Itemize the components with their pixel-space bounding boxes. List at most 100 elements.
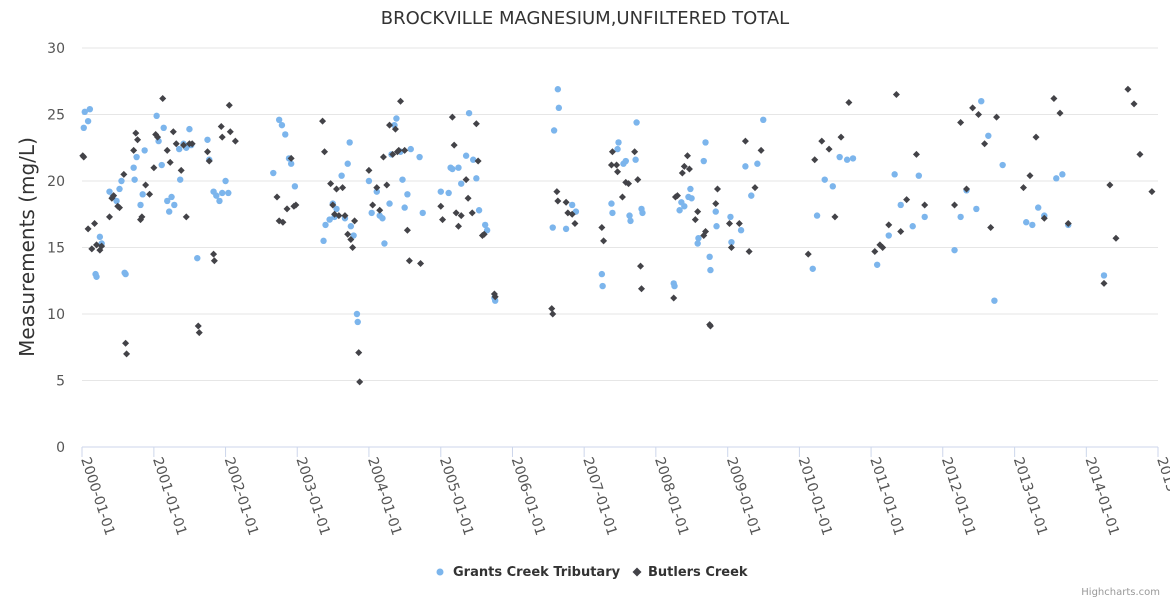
data-point[interactable] <box>458 180 465 187</box>
data-point[interactable] <box>951 246 958 254</box>
data-point[interactable] <box>676 207 683 214</box>
data-point[interactable] <box>171 201 178 209</box>
data-point[interactable] <box>608 200 615 207</box>
data-point[interactable] <box>86 105 94 113</box>
data-point[interactable] <box>804 250 812 258</box>
data-point[interactable] <box>133 153 140 161</box>
data-point[interactable] <box>123 350 131 358</box>
data-point[interactable] <box>1050 95 1058 103</box>
data-point[interactable] <box>754 160 761 167</box>
data-point[interactable] <box>951 201 959 209</box>
data-point[interactable] <box>217 122 225 130</box>
data-point[interactable] <box>1124 85 1132 93</box>
data-point[interactable] <box>93 241 101 249</box>
data-point[interactable] <box>818 137 826 145</box>
data-point[interactable] <box>164 197 171 205</box>
data-point[interactable] <box>963 185 971 193</box>
data-point[interactable] <box>609 209 616 217</box>
data-point[interactable] <box>748 192 755 199</box>
data-point[interactable] <box>1064 220 1072 228</box>
data-point[interactable] <box>80 124 87 131</box>
data-point[interactable] <box>163 146 171 154</box>
data-point[interactable] <box>921 213 928 221</box>
data-point[interactable] <box>885 221 893 229</box>
data-point[interactable] <box>599 282 606 290</box>
data-point[interactable] <box>194 254 201 262</box>
data-point[interactable] <box>287 160 295 167</box>
data-point[interactable] <box>1019 184 1027 192</box>
data-point[interactable] <box>474 157 482 165</box>
data-point[interactable] <box>548 305 556 313</box>
data-point[interactable] <box>549 310 557 318</box>
data-point[interactable] <box>291 183 299 190</box>
data-point[interactable] <box>871 247 879 255</box>
data-point[interactable] <box>105 213 113 221</box>
data-point[interactable] <box>702 228 710 236</box>
data-point[interactable] <box>712 208 719 215</box>
data-point[interactable] <box>549 224 556 231</box>
data-point[interactable] <box>706 253 713 261</box>
data-point[interactable] <box>210 257 218 265</box>
data-point[interactable] <box>110 192 118 200</box>
data-point[interactable] <box>813 212 821 219</box>
data-point[interactable] <box>278 121 286 129</box>
data-point[interactable] <box>454 222 462 230</box>
data-point[interactable] <box>681 203 688 210</box>
data-point[interactable] <box>909 223 916 230</box>
data-point[interactable] <box>680 162 688 170</box>
data-point[interactable] <box>637 262 645 270</box>
data-point[interactable] <box>141 147 148 154</box>
data-point[interactable] <box>320 237 327 245</box>
data-point[interactable] <box>613 161 621 169</box>
data-point[interactable] <box>195 329 203 337</box>
data-point[interactable] <box>475 207 483 214</box>
data-point[interactable] <box>176 145 183 153</box>
data-point[interactable] <box>633 119 640 126</box>
data-point[interactable] <box>993 113 1001 121</box>
data-point[interactable] <box>326 216 333 223</box>
data-point[interactable] <box>1106 181 1114 189</box>
data-point[interactable] <box>270 169 277 177</box>
data-point[interactable] <box>188 140 196 148</box>
data-point[interactable] <box>401 146 409 154</box>
data-point[interactable] <box>333 205 340 213</box>
data-point[interactable] <box>1032 133 1040 141</box>
data-point[interactable] <box>383 181 391 189</box>
data-point[interactable] <box>338 172 345 179</box>
data-point[interactable] <box>912 150 920 158</box>
data-point[interactable] <box>368 209 375 217</box>
data-point[interactable] <box>93 273 100 280</box>
data-point[interactable] <box>891 171 898 178</box>
data-point[interactable] <box>706 322 714 330</box>
data-point[interactable] <box>98 242 106 250</box>
data-point[interactable] <box>741 137 749 145</box>
data-point[interactable] <box>419 209 426 217</box>
data-point[interactable] <box>404 191 411 198</box>
data-point[interactable] <box>344 230 352 238</box>
data-point[interactable] <box>346 139 353 146</box>
data-point[interactable] <box>1136 150 1144 158</box>
data-point[interactable] <box>737 227 745 234</box>
data-point[interactable] <box>405 257 413 265</box>
data-point[interactable] <box>957 213 964 221</box>
data-point[interactable] <box>608 148 616 156</box>
data-point[interactable] <box>216 197 223 205</box>
data-point[interactable] <box>553 188 561 196</box>
data-point[interactable] <box>1053 175 1060 182</box>
data-point[interactable] <box>319 117 327 125</box>
data-point[interactable] <box>287 154 295 162</box>
data-point[interactable] <box>139 191 146 198</box>
data-point[interactable] <box>393 115 400 122</box>
data-point[interactable] <box>1056 109 1064 117</box>
data-point[interactable] <box>321 148 329 156</box>
data-point[interactable] <box>462 176 470 184</box>
data-point[interactable] <box>760 116 767 124</box>
data-point[interactable] <box>550 127 558 134</box>
data-point[interactable] <box>712 200 720 208</box>
data-point[interactable] <box>186 125 193 133</box>
data-point[interactable] <box>999 161 1006 169</box>
data-point[interactable] <box>614 168 622 176</box>
legend-item-butlers[interactable]: Butlers Creek <box>632 565 748 580</box>
data-point[interactable] <box>915 172 923 179</box>
data-point[interactable] <box>1040 214 1048 222</box>
